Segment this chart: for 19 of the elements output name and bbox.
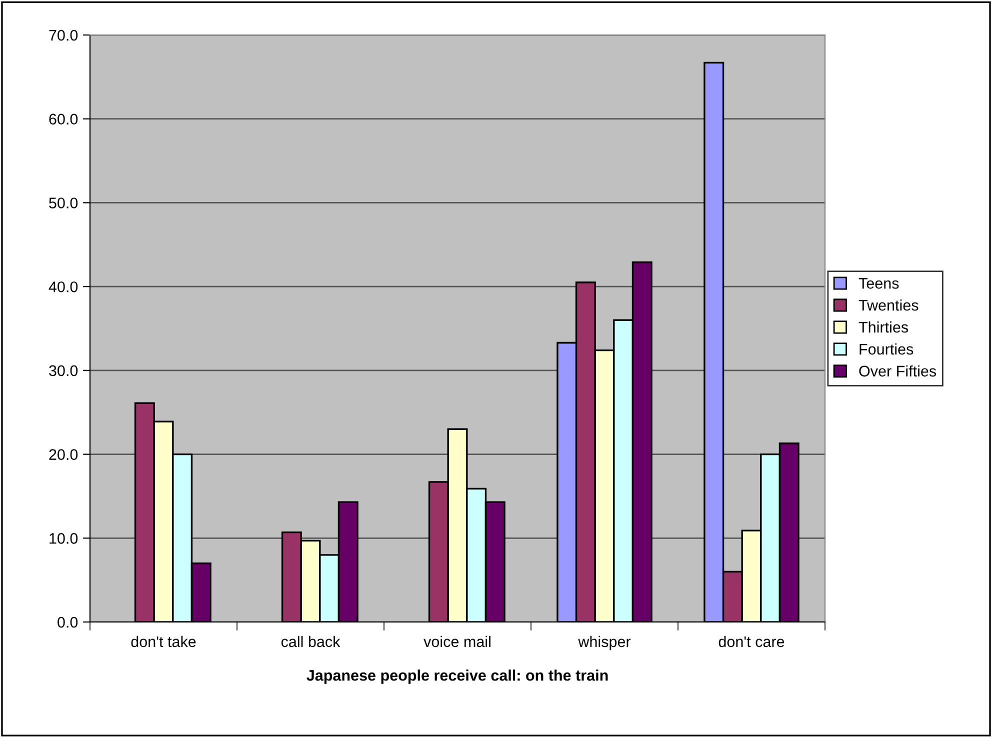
legend-label: Fourties: [860, 343, 914, 355]
x-tick-label: voice mail: [424, 636, 490, 648]
x-tick-label: don't care: [718, 636, 784, 648]
legend-label: Over Fifties: [859, 365, 936, 377]
x-tick-label: whisper: [578, 636, 631, 650]
legend-label: Twenties: [858, 299, 918, 311]
y-tick-label: 0.0: [58, 616, 78, 628]
y-tick-label: 30.0: [49, 365, 78, 376]
legend-label: Teens: [858, 278, 899, 289]
x-axis-title: Japanese people receive call: on the train: [306, 670, 608, 684]
x-tick-label: call back: [281, 636, 340, 648]
y-tick-label: 60.0: [49, 114, 78, 125]
x-tick-label: don't take: [131, 636, 196, 648]
y-tick-label: 40.0: [48, 281, 78, 292]
y-tick-label: 20.0: [49, 449, 78, 460]
y-tick-label: 70.0: [49, 30, 78, 41]
legend-label: Thirties: [858, 321, 908, 333]
y-tick-label: 10.0: [50, 533, 78, 544]
y-tick-label: 50.0: [49, 198, 78, 208]
